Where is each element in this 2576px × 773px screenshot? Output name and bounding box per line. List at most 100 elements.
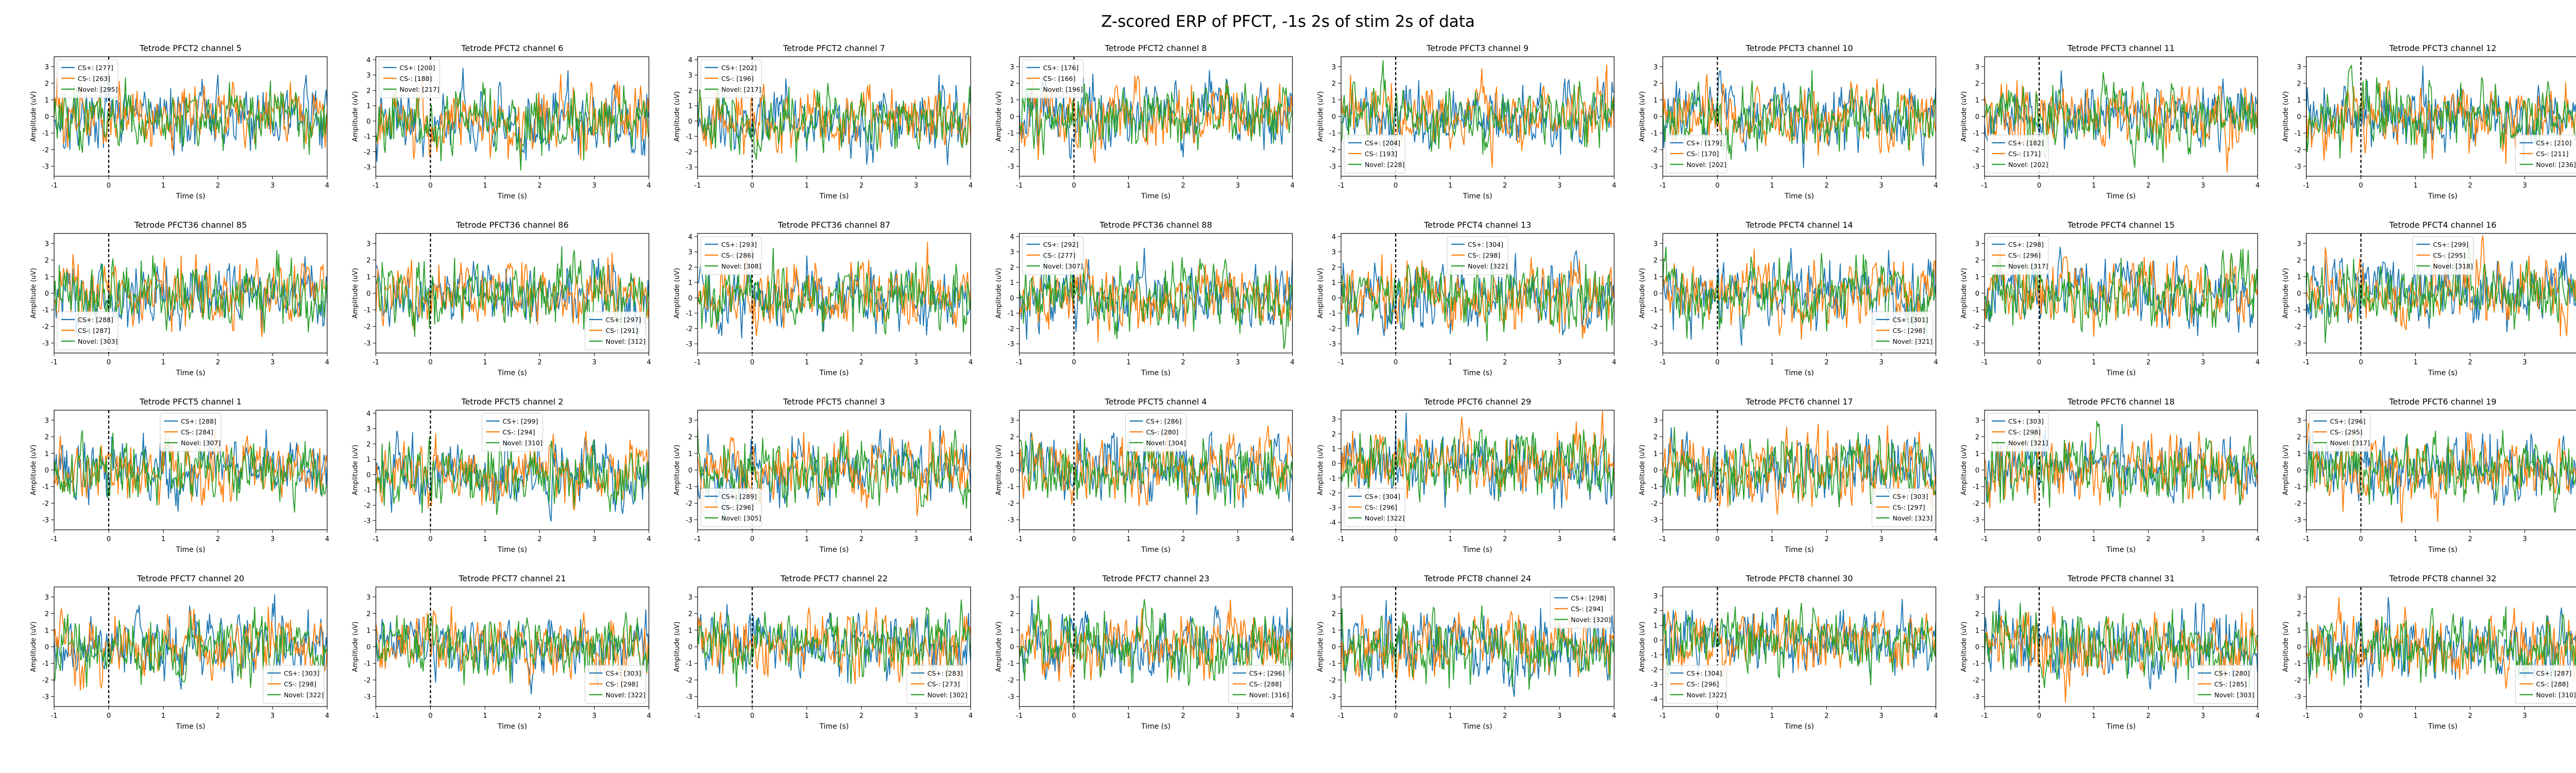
x-tick-label: -1 xyxy=(694,535,701,543)
x-tick-label: 2 xyxy=(1503,712,1507,720)
legend-box xyxy=(1022,59,1083,98)
x-axis-label: Time (s) xyxy=(2106,192,2136,200)
legend-label: Novel: [320] xyxy=(1571,616,1611,624)
series-line-cs-minus xyxy=(1663,248,1936,340)
x-tick-label: -1 xyxy=(372,359,379,366)
x-axis-label: Time (s) xyxy=(1784,369,1814,377)
subplot: Tetrode PFCT6 channel 17 -1 0 1 2 3 4 Time (s) -… xyxy=(1639,397,1938,554)
y-tick-label: 2 xyxy=(2297,611,2301,618)
y-tick-label: 0 xyxy=(366,644,370,651)
x-tick-label: 4 xyxy=(325,535,329,543)
x-tick-label: 0 xyxy=(428,359,432,366)
y-tick-label: 2 xyxy=(45,611,49,618)
axes-frame xyxy=(1341,233,1615,354)
y-tick-label: 4 xyxy=(366,57,370,64)
x-tick-label: 2 xyxy=(216,712,220,720)
subplot-title: Tetrode PFCT3 channel 10 xyxy=(1745,43,1853,53)
subplot: Tetrode PFCT7 channel 20 -1 0 1 2 3 4 Time (s) -… xyxy=(30,574,329,731)
axes-frame xyxy=(1662,586,1937,707)
x-axis-label: Time (s) xyxy=(2106,722,2136,731)
legend-label: CS-: [297] xyxy=(1893,503,1925,511)
subplot-grid: Tetrode PFCT2 channel 5 -1 0 1 2 3 4 Time (s) -3… xyxy=(30,43,2576,731)
x-tick-label: 0 xyxy=(1072,535,1076,543)
y-tick-label: -1 xyxy=(2295,307,2301,314)
x-tick-label: -1 xyxy=(51,359,58,366)
x-tick-label: -1 xyxy=(1981,359,1988,366)
y-tick-label: 1 xyxy=(366,103,370,110)
x-tick-label: 2 xyxy=(1503,359,1507,366)
subplot: Tetrode PFCT8 channel 30 -1 0 1 2 3 4 Time (s) -… xyxy=(1639,574,1938,731)
series-line-novel xyxy=(376,246,649,338)
y-tick-label: -2 xyxy=(686,500,692,508)
legend-label: Novel: [312] xyxy=(606,338,646,345)
legend-label: CS+: [303] xyxy=(2008,417,2044,425)
x-axis-label: Time (s) xyxy=(1784,722,1814,731)
x-tick-label: 0 xyxy=(428,182,432,190)
y-tick-label: -2 xyxy=(1008,500,1014,508)
y-axis-label: Amplitude (uV) xyxy=(1639,445,1647,495)
x-tick-label: 4 xyxy=(2256,535,2260,543)
x-tick-label: 3 xyxy=(592,359,596,366)
x-tick-label: 2 xyxy=(1181,182,1185,190)
y-tick-label: -4 xyxy=(1329,519,1336,527)
legend: CS+: [296] CS-: [288] Novel: [316] xyxy=(1228,665,1290,704)
x-tick-label: 2 xyxy=(216,535,220,543)
x-tick-label: 2 xyxy=(859,712,863,720)
traces xyxy=(1019,595,1293,687)
x-tick-label: 0 xyxy=(107,182,111,190)
y-tick-label: -3 xyxy=(1973,694,1979,701)
subplot-title: Tetrode PFCT36 channel 85 xyxy=(134,220,247,230)
x-tick-label: 4 xyxy=(2256,712,2260,720)
x-tick-label: 3 xyxy=(592,182,596,190)
y-tick-label: -1 xyxy=(364,660,371,668)
legend-label: CS-: [188] xyxy=(400,75,432,82)
series-line-novel xyxy=(698,428,971,513)
series-line-cs-plus xyxy=(698,425,971,523)
subplot: Tetrode PFCT5 channel 2 -1 0 1 2 3 4 Time (s) -3… xyxy=(352,397,651,554)
legend-label: CS-: [196] xyxy=(721,75,754,82)
y-tick-label: -3 xyxy=(42,163,49,171)
x-tick-label: 3 xyxy=(914,712,918,720)
legend: CS+: [288] CS-: [287] Novel: [303] xyxy=(57,311,118,350)
x-tick-label: 0 xyxy=(107,712,111,720)
subplot: Tetrode PFCT4 channel 14 -1 0 1 2 3 4 Time (s) -… xyxy=(1639,220,1938,377)
y-tick-label: 2 xyxy=(1653,257,1657,265)
series-line-novel xyxy=(54,607,327,688)
legend-label: Novel: [303] xyxy=(78,338,117,345)
y-axis-label: Amplitude (uV) xyxy=(1960,268,1968,318)
subplot-title: Tetrode PFCT7 channel 20 xyxy=(137,574,244,583)
x-tick-label: 2 xyxy=(2146,712,2150,720)
legend: CS+: [301] CS-: [298] Novel: [321] xyxy=(1872,311,1933,350)
y-tick-label: 2 xyxy=(1010,611,1014,618)
legend-label: Novel: [217] xyxy=(400,86,439,93)
series-line-novel xyxy=(2306,64,2576,159)
y-axis-label: Amplitude (uV) xyxy=(2282,268,2290,318)
x-tick-label: 4 xyxy=(1934,712,1938,720)
traces xyxy=(1019,425,1293,515)
axes-frame xyxy=(375,410,650,530)
series-line-cs-plus xyxy=(1341,250,1614,337)
y-tick-label: 3 xyxy=(688,72,692,80)
x-tick-label: 0 xyxy=(107,359,111,366)
legend-label: CS+: [298] xyxy=(2008,241,2044,248)
x-axis-label: Time (s) xyxy=(1784,192,1814,200)
y-tick-label: -3 xyxy=(1329,163,1336,171)
y-tick-label: -1 xyxy=(1651,652,1658,660)
legend: CS+: [287] CS-: [288] Novel: [310] xyxy=(2515,665,2576,704)
x-tick-label: 1 xyxy=(805,359,809,366)
legend-label: Novel: [307] xyxy=(1043,262,1083,270)
x-axis-label: Time (s) xyxy=(497,369,527,377)
y-tick-label: 2 xyxy=(45,257,49,265)
legend-box xyxy=(1872,311,1933,350)
y-tick-label: -1 xyxy=(1008,660,1014,668)
legend-label: CS-: [211] xyxy=(2536,150,2569,158)
x-tick-label: 2 xyxy=(2468,359,2472,366)
x-tick-label: 4 xyxy=(1612,182,1616,190)
subplot-title: Tetrode PFCT6 channel 19 xyxy=(2388,397,2496,407)
legend: CS+: [304] CS-: [298] Novel: [322] xyxy=(1447,236,1509,275)
y-tick-label: 1 xyxy=(1010,450,1014,458)
x-axis-label: Time (s) xyxy=(1463,722,1493,731)
x-axis-label: Time (s) xyxy=(2428,722,2458,731)
x-axis-label: Time (s) xyxy=(2428,546,2458,554)
legend-label: CS+: [292] xyxy=(1043,241,1079,248)
